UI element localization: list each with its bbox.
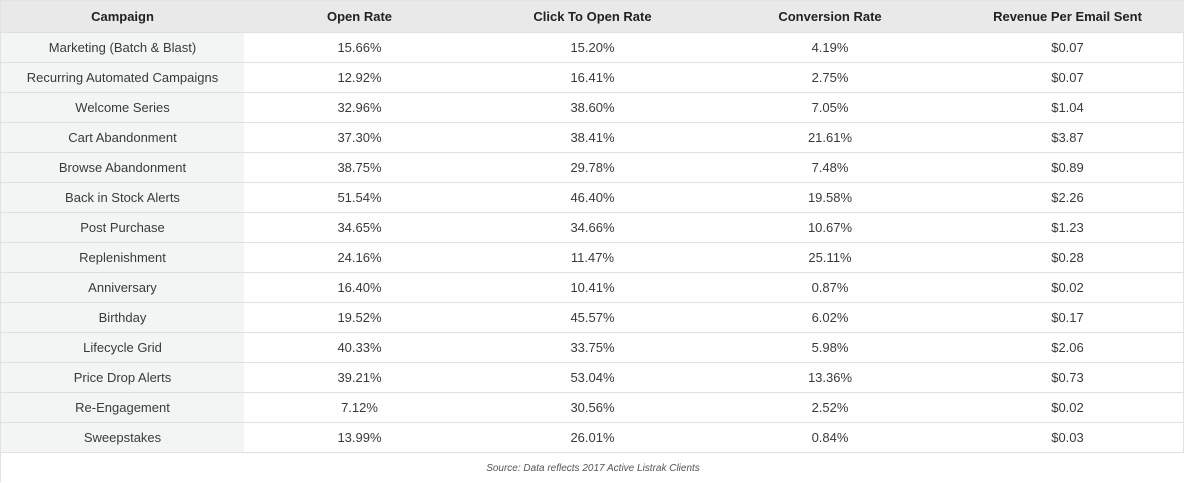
header-click-to-open-rate: Click To Open Rate — [475, 1, 710, 33]
conversion-rate-cell: 0.84% — [710, 423, 950, 453]
campaign-cell: Replenishment — [1, 243, 244, 273]
click-to-open-rate-cell: 34.66% — [475, 213, 710, 243]
revenue-per-email-cell: $0.28 — [950, 243, 1184, 273]
open-rate-cell: 7.12% — [244, 393, 475, 423]
conversion-rate-cell: 7.05% — [710, 93, 950, 123]
header-row: Campaign Open Rate Click To Open Rate Co… — [1, 1, 1184, 33]
campaign-cell: Price Drop Alerts — [1, 363, 244, 393]
revenue-per-email-cell: $2.26 — [950, 183, 1184, 213]
open-rate-cell: 38.75% — [244, 153, 475, 183]
table-row: Marketing (Batch & Blast)15.66%15.20%4.1… — [1, 33, 1184, 63]
revenue-per-email-cell: $0.03 — [950, 423, 1184, 453]
campaign-cell: Back in Stock Alerts — [1, 183, 244, 213]
campaign-cell: Recurring Automated Campaigns — [1, 63, 244, 93]
revenue-per-email-cell: $0.07 — [950, 63, 1184, 93]
click-to-open-rate-cell: 11.47% — [475, 243, 710, 273]
campaign-cell: Re-Engagement — [1, 393, 244, 423]
revenue-per-email-cell: $0.02 — [950, 273, 1184, 303]
open-rate-cell: 12.92% — [244, 63, 475, 93]
open-rate-cell: 16.40% — [244, 273, 475, 303]
click-to-open-rate-cell: 29.78% — [475, 153, 710, 183]
click-to-open-rate-cell: 16.41% — [475, 63, 710, 93]
campaign-cell: Birthday — [1, 303, 244, 333]
click-to-open-rate-cell: 38.60% — [475, 93, 710, 123]
campaign-cell: Anniversary — [1, 273, 244, 303]
conversion-rate-cell: 19.58% — [710, 183, 950, 213]
header-revenue-per-email: Revenue Per Email Sent — [950, 1, 1184, 33]
revenue-per-email-cell: $0.73 — [950, 363, 1184, 393]
revenue-per-email-cell: $2.06 — [950, 333, 1184, 363]
open-rate-cell: 40.33% — [244, 333, 475, 363]
campaign-cell: Marketing (Batch & Blast) — [1, 33, 244, 63]
conversion-rate-cell: 0.87% — [710, 273, 950, 303]
click-to-open-rate-cell: 33.75% — [475, 333, 710, 363]
revenue-per-email-cell: $0.07 — [950, 33, 1184, 63]
open-rate-cell: 32.96% — [244, 93, 475, 123]
click-to-open-rate-cell: 30.56% — [475, 393, 710, 423]
open-rate-cell: 13.99% — [244, 423, 475, 453]
campaign-cell: Sweepstakes — [1, 423, 244, 453]
source-note: Source: Data reflects 2017 Active Listra… — [1, 453, 1184, 483]
header-open-rate: Open Rate — [244, 1, 475, 33]
open-rate-cell: 51.54% — [244, 183, 475, 213]
open-rate-cell: 39.21% — [244, 363, 475, 393]
campaign-cell: Lifecycle Grid — [1, 333, 244, 363]
campaign-cell: Cart Abandonment — [1, 123, 244, 153]
conversion-rate-cell: 6.02% — [710, 303, 950, 333]
click-to-open-rate-cell: 26.01% — [475, 423, 710, 453]
click-to-open-rate-cell: 10.41% — [475, 273, 710, 303]
header-conversion-rate: Conversion Rate — [710, 1, 950, 33]
conversion-rate-cell: 25.11% — [710, 243, 950, 273]
source-row: Source: Data reflects 2017 Active Listra… — [1, 453, 1184, 483]
revenue-per-email-cell: $0.02 — [950, 393, 1184, 423]
open-rate-cell: 19.52% — [244, 303, 475, 333]
table-body: Marketing (Batch & Blast)15.66%15.20%4.1… — [1, 33, 1184, 453]
revenue-per-email-cell: $0.17 — [950, 303, 1184, 333]
conversion-rate-cell: 13.36% — [710, 363, 950, 393]
click-to-open-rate-cell: 38.41% — [475, 123, 710, 153]
campaign-cell: Browse Abandonment — [1, 153, 244, 183]
revenue-per-email-cell: $1.04 — [950, 93, 1184, 123]
revenue-per-email-cell: $0.89 — [950, 153, 1184, 183]
conversion-rate-cell: 5.98% — [710, 333, 950, 363]
open-rate-cell: 24.16% — [244, 243, 475, 273]
conversion-rate-cell: 2.52% — [710, 393, 950, 423]
click-to-open-rate-cell: 53.04% — [475, 363, 710, 393]
open-rate-cell: 15.66% — [244, 33, 475, 63]
header-campaign: Campaign — [1, 1, 244, 33]
open-rate-cell: 37.30% — [244, 123, 475, 153]
click-to-open-rate-cell: 46.40% — [475, 183, 710, 213]
conversion-rate-cell: 7.48% — [710, 153, 950, 183]
campaign-cell: Post Purchase — [1, 213, 244, 243]
campaign-cell: Welcome Series — [1, 93, 244, 123]
open-rate-cell: 34.65% — [244, 213, 475, 243]
revenue-per-email-cell: $3.87 — [950, 123, 1184, 153]
table-header: Campaign Open Rate Click To Open Rate Co… — [1, 1, 1184, 33]
revenue-per-email-cell: $1.23 — [950, 213, 1184, 243]
conversion-rate-cell: 21.61% — [710, 123, 950, 153]
click-to-open-rate-cell: 45.57% — [475, 303, 710, 333]
conversion-rate-cell: 10.67% — [710, 213, 950, 243]
conversion-rate-cell: 4.19% — [710, 33, 950, 63]
conversion-rate-cell: 2.75% — [710, 63, 950, 93]
click-to-open-rate-cell: 15.20% — [475, 33, 710, 63]
